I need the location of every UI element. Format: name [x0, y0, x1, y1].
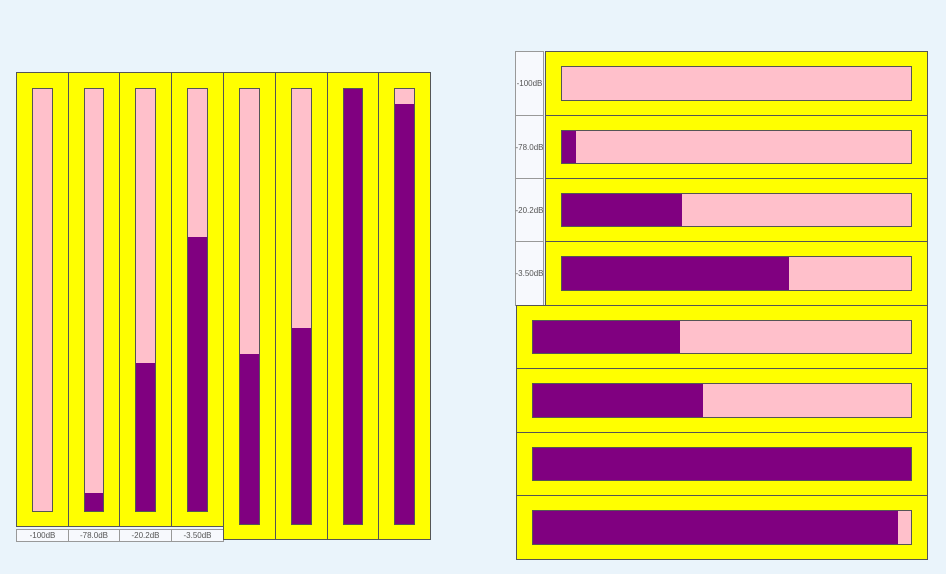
meter-label: -100dB: [16, 529, 69, 542]
meter-track: [32, 88, 53, 512]
meter-track: [532, 320, 912, 354]
meter-track: [532, 510, 912, 545]
meter-fill: [240, 354, 259, 524]
meter-fill: [533, 384, 704, 417]
vertical-meter: [16, 72, 69, 527]
meter-fill: [562, 131, 576, 163]
meter-fill: [562, 194, 683, 226]
meter-label: -78.0dB: [515, 115, 544, 179]
meter-track: [532, 447, 912, 481]
meter-fill: [292, 328, 311, 524]
meter-label: -3.50dB: [515, 241, 544, 306]
meter-track: [84, 88, 104, 512]
horizontal-meter: [516, 495, 928, 560]
meter-label: -20.2dB: [515, 178, 544, 242]
horizontal-meter: [545, 51, 928, 116]
meter-label: -78.0dB: [68, 529, 120, 542]
vertical-meter: [327, 72, 379, 540]
vertical-meter: [171, 72, 224, 527]
horizontal-meter: [516, 432, 928, 496]
meter-track: [135, 88, 156, 512]
horizontal-meter: [545, 115, 928, 179]
meter-fill: [533, 511, 899, 544]
meter-track: [561, 66, 912, 101]
meter-fill: [533, 321, 681, 353]
vertical-meter: [378, 72, 431, 540]
meter-track: [291, 88, 312, 525]
meter-fill: [344, 89, 362, 524]
meter-track: [561, 193, 912, 227]
horizontal-meter: [545, 241, 928, 306]
meter-fill: [85, 492, 103, 511]
meter-track: [187, 88, 208, 512]
meter-track: [532, 383, 912, 418]
meter-fill: [188, 236, 207, 511]
vertical-meter: [119, 72, 172, 527]
meter-label: -20.2dB: [119, 529, 172, 542]
vertical-meter: [223, 72, 276, 540]
meter-track: [561, 130, 912, 164]
vertical-meter: [275, 72, 328, 540]
horizontal-meter: [545, 178, 928, 242]
horizontal-meter: [516, 368, 928, 433]
meter-fill: [136, 363, 155, 511]
meter-fill: [562, 257, 789, 290]
meter-track: [239, 88, 260, 525]
meter-fill: [533, 448, 911, 480]
vertical-meter: [68, 72, 120, 527]
meter-label: -3.50dB: [171, 529, 224, 542]
meter-track: [343, 88, 363, 525]
meter-track: [394, 88, 415, 525]
horizontal-meter: [516, 305, 928, 369]
meter-label: -100dB: [515, 51, 544, 116]
meter-track: [561, 256, 912, 291]
meter-fill: [395, 103, 414, 524]
